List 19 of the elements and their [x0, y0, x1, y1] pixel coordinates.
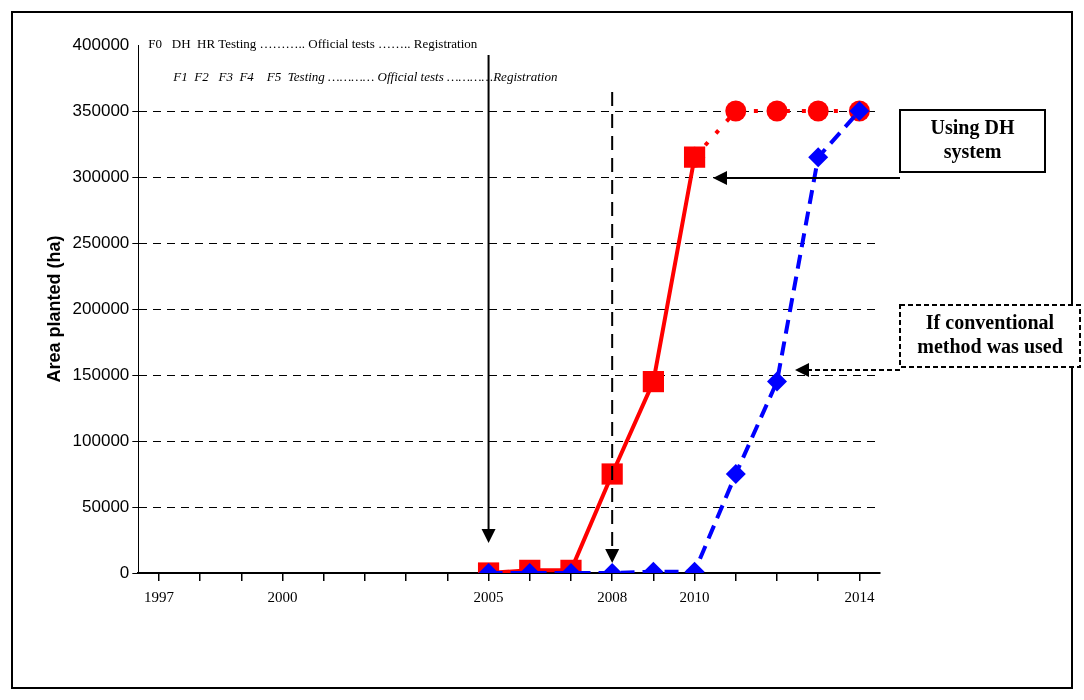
y-axis-title: Area planted (ha) — [43, 235, 64, 383]
annotation: F0 DH HR Testing ……….. Official tests …….. Registration — [148, 36, 478, 52]
x-tick-label: 2010 — [679, 588, 710, 605]
x-tick-label: 1997 — [143, 588, 175, 605]
y-tick-label: 200000 — [72, 298, 130, 318]
y-tick-label: 150000 — [72, 364, 130, 384]
y-tick-label: 300000 — [72, 166, 130, 186]
y-tick-label: 100000 — [72, 430, 130, 450]
x-tick-label: 2014 — [844, 588, 875, 605]
text: If conventional method was used — [917, 311, 1063, 358]
x-tick-label: 2000 — [267, 588, 298, 605]
x-tick-label: 2005 — [473, 588, 504, 605]
y-tick-label: 0 — [119, 562, 130, 582]
text: Using DH system — [930, 116, 1015, 164]
y-tick-label: 250000 — [72, 232, 130, 252]
x-tick-label: 2008 — [597, 588, 628, 605]
y-tick-label: 400000 — [72, 34, 130, 54]
y-tick-label: 50000 — [82, 496, 130, 516]
y-tick-label: 350000 — [72, 100, 130, 120]
